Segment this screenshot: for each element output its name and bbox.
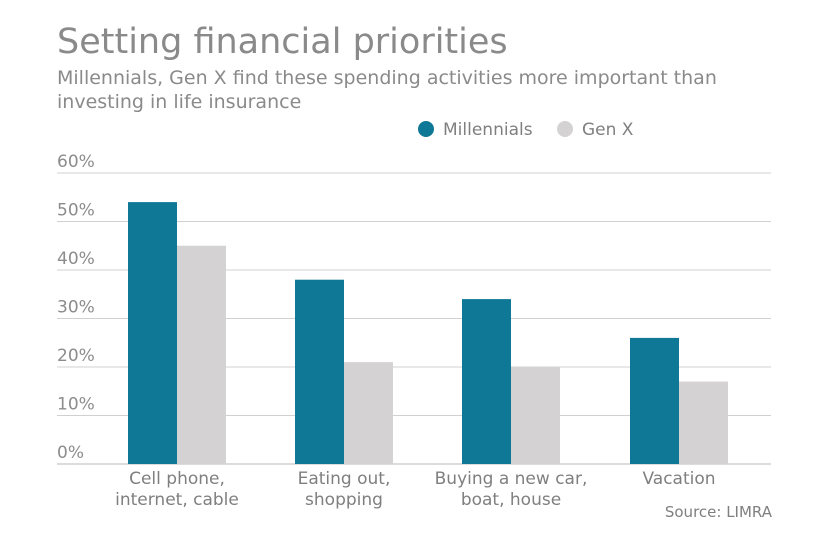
y-tick-label: 30% (57, 298, 95, 318)
y-tick-label: 0% (57, 443, 84, 463)
legend-label-millennials: Millennials (443, 120, 533, 140)
bar-millennials (462, 299, 511, 464)
y-tick-label: 40% (57, 249, 95, 269)
legend: Millennials Gen X (418, 120, 652, 140)
bar-genx (177, 245, 226, 464)
legend-item-millennials: Millennials (418, 120, 533, 140)
chart-subtitle: Millennials, Gen X find these spending a… (57, 67, 717, 113)
source-note: Source: LIMRA (664, 503, 772, 521)
bar-genx (344, 362, 393, 464)
legend-swatch-genx (556, 121, 573, 137)
y-tick-label: 50% (57, 201, 95, 221)
x-category-label: Buying a new car, boat, house (435, 469, 588, 510)
legend-label-genx: Gen X (581, 120, 634, 140)
y-tick-label: 60% (57, 152, 95, 172)
legend-swatch-millennials (418, 121, 434, 137)
x-category-label: Eating out, shopping (298, 469, 391, 510)
x-category-label: Cell phone, internet, cable (115, 469, 239, 510)
y-tick-label: 20% (57, 346, 95, 366)
bar-millennials (630, 337, 679, 464)
bar-genx (679, 381, 728, 464)
chart-title: Setting financial priorities (57, 22, 508, 62)
bar-genx (511, 367, 560, 464)
bar-millennials (295, 279, 344, 464)
y-tick-label: 10% (57, 395, 95, 415)
x-category-label: Vacation (642, 469, 715, 489)
legend-item-genx: Gen X (556, 120, 634, 140)
bar-millennials (128, 202, 177, 464)
